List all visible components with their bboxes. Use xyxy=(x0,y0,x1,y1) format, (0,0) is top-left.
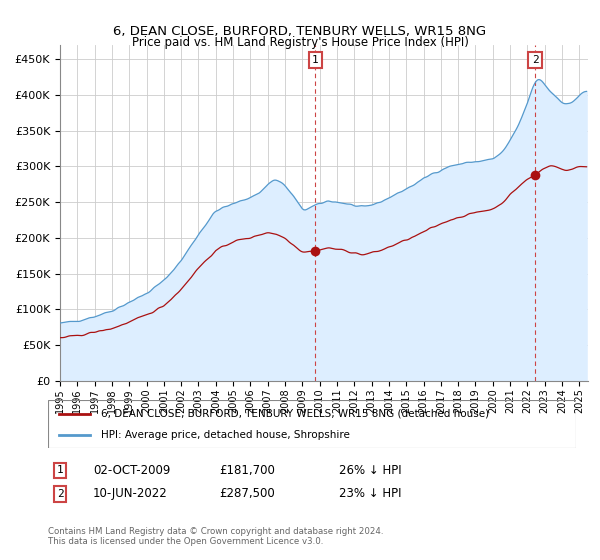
Text: Price paid vs. HM Land Registry's House Price Index (HPI): Price paid vs. HM Land Registry's House … xyxy=(131,36,469,49)
Text: 2: 2 xyxy=(56,489,64,499)
Text: 1: 1 xyxy=(56,465,64,475)
Text: 6, DEAN CLOSE, BURFORD, TENBURY WELLS, WR15 8NG (detached house): 6, DEAN CLOSE, BURFORD, TENBURY WELLS, W… xyxy=(101,409,489,419)
Text: Contains HM Land Registry data © Crown copyright and database right 2024.
This d: Contains HM Land Registry data © Crown c… xyxy=(48,526,383,546)
Text: 26% ↓ HPI: 26% ↓ HPI xyxy=(339,464,401,477)
Text: 6, DEAN CLOSE, BURFORD, TENBURY WELLS, WR15 8NG: 6, DEAN CLOSE, BURFORD, TENBURY WELLS, W… xyxy=(113,25,487,38)
Text: 1: 1 xyxy=(312,55,319,65)
Text: 23% ↓ HPI: 23% ↓ HPI xyxy=(339,487,401,501)
Text: £181,700: £181,700 xyxy=(219,464,275,477)
Text: HPI: Average price, detached house, Shropshire: HPI: Average price, detached house, Shro… xyxy=(101,430,350,440)
Text: 02-OCT-2009: 02-OCT-2009 xyxy=(93,464,170,477)
Text: £287,500: £287,500 xyxy=(219,487,275,501)
Text: 2: 2 xyxy=(532,55,539,65)
Text: 10-JUN-2022: 10-JUN-2022 xyxy=(93,487,168,501)
